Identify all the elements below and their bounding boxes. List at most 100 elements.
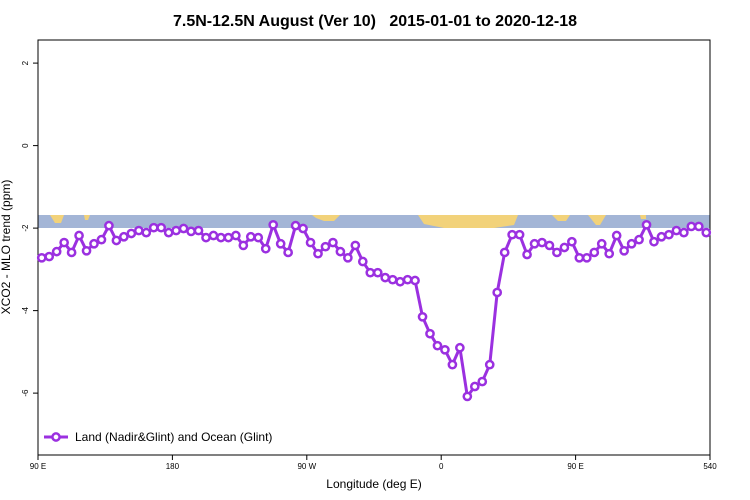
y-tick-label: -6 (21, 389, 30, 397)
data-point (611, 230, 622, 241)
data-point (656, 231, 667, 242)
data-point (238, 240, 249, 251)
data-point (253, 232, 264, 243)
data-point (350, 240, 361, 251)
data-point (313, 248, 323, 259)
data-point (74, 230, 84, 241)
data-point (111, 235, 122, 246)
data-point (469, 381, 480, 392)
data-point (275, 238, 286, 249)
data-point (260, 243, 271, 254)
x-tick-label: 180 (166, 462, 180, 471)
data-point (425, 328, 435, 339)
data-point (343, 252, 353, 263)
data-point (589, 247, 600, 258)
data-point (141, 227, 152, 238)
chart-title: 7.5N-12.5N August (Ver 10) 2015-01-01 to… (173, 13, 577, 30)
data-point (440, 344, 450, 355)
data-point (559, 242, 570, 253)
data-point (432, 340, 443, 351)
data-point (455, 342, 465, 353)
legend-label: Land (Nadir&Glint) and Ocean (Glint) (75, 430, 272, 444)
data-point (119, 231, 129, 242)
data-point (507, 229, 517, 240)
data-point (634, 234, 644, 245)
data-point (328, 237, 338, 248)
data-point (387, 274, 398, 285)
data-point (81, 245, 92, 256)
data-point (514, 229, 525, 240)
data-point (365, 267, 376, 278)
data-point (163, 227, 174, 238)
data-point (477, 376, 488, 387)
data-point (402, 274, 413, 285)
data-point (104, 220, 114, 231)
y-tick-label: -2 (21, 224, 30, 232)
data-point (701, 227, 712, 238)
data-point (201, 232, 211, 243)
data-point (178, 223, 189, 234)
data-point (268, 219, 279, 230)
data-point (552, 247, 562, 258)
data-point (380, 272, 391, 283)
data-point (679, 227, 689, 238)
data-point (417, 311, 428, 322)
data-point (126, 228, 137, 239)
data-point (231, 230, 241, 241)
data-point (133, 225, 144, 236)
data-point (44, 251, 55, 262)
data-point (320, 241, 331, 252)
legend: Land (Nadir&Glint) and Ocean (Glint) (44, 430, 272, 444)
x-tick-label: 90 W (297, 462, 316, 471)
data-point (529, 238, 540, 249)
data-point (66, 247, 77, 258)
y-tick-label: 2 (21, 60, 30, 65)
data-point (36, 252, 47, 263)
data-point (567, 236, 577, 247)
data-point (686, 221, 697, 232)
data-point (447, 359, 458, 370)
data-point (223, 232, 234, 243)
data-point (693, 221, 704, 232)
data-point (290, 220, 301, 231)
data-point (544, 240, 555, 251)
data-point (619, 245, 629, 256)
data-point (484, 359, 495, 370)
data-point (193, 225, 204, 236)
map-strip (38, 215, 710, 228)
legend-marker (51, 432, 61, 442)
data-point (156, 222, 167, 233)
x-axis-label: Longitude (deg E) (326, 477, 421, 491)
data-point (574, 252, 585, 263)
data-point (372, 267, 383, 278)
data-point (245, 231, 256, 242)
data-point (522, 249, 532, 260)
data-point (664, 229, 674, 240)
data-point (89, 238, 99, 249)
data-point (335, 246, 346, 257)
data-point (649, 236, 659, 247)
data-point (596, 238, 607, 249)
data-point (395, 276, 405, 287)
x-tick-label: 0 (439, 462, 444, 471)
data-point (186, 226, 196, 237)
data-point (283, 247, 293, 258)
x-tick-label: 540 (703, 462, 717, 471)
data-point (671, 225, 682, 236)
x-tick-label: 90 E (567, 462, 583, 471)
x-tick-label: 90 E (30, 462, 46, 471)
data-point (641, 219, 652, 230)
plot-frame (37, 39, 711, 456)
data-point (171, 225, 181, 236)
data-point (626, 238, 637, 249)
data-point (96, 234, 107, 245)
data-point (537, 237, 547, 248)
y-tick-label: 0 (21, 143, 30, 148)
y-tick-label: -4 (21, 307, 30, 315)
data-point (59, 237, 69, 248)
data-point (305, 237, 316, 248)
data-point (499, 247, 510, 258)
data-point (410, 275, 420, 286)
data-point (216, 232, 226, 243)
